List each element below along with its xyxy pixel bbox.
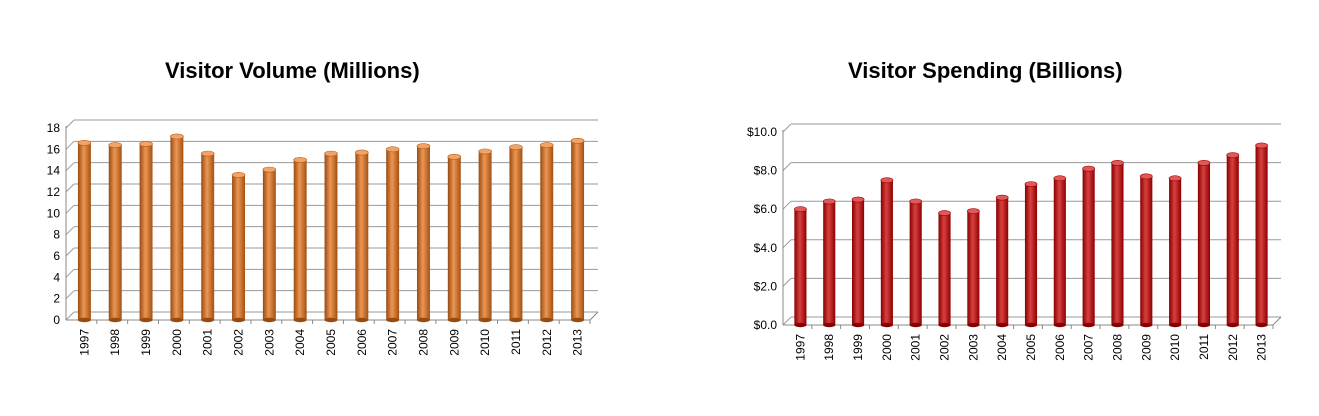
bar-2000: [170, 133, 184, 323]
visitor-spending-plot: $0.0 $2.0 $4.0 $6.0 $8.0 $10.0 1997 1998 1999 200…: [747, 123, 1282, 361]
bar-2000: [880, 177, 894, 328]
y-tick-label: 12: [47, 185, 61, 199]
bar-2009: [447, 153, 462, 323]
x-tick-label: 1998: [822, 334, 836, 361]
bar-2005: [1024, 181, 1038, 328]
visitor-volume-chart: Visitor Volume (Millions) 0 2 4 6 8 10 12 14 16 1…: [0, 0, 640, 416]
y-tick-label: $0.0: [754, 318, 778, 332]
x-tick-label: 2012: [1226, 334, 1240, 361]
y-tick-label: 4: [53, 270, 60, 284]
bar-2011: [509, 144, 523, 323]
y-tick-label: $8.0: [754, 164, 778, 178]
x-tick-label: 2001: [201, 329, 215, 356]
bar-2007: [1082, 165, 1095, 328]
x-tick-label: 2006: [355, 329, 369, 356]
bar-1998: [108, 142, 123, 323]
bar-2004: [995, 194, 1009, 328]
x-tick-label: 2013: [1255, 334, 1269, 361]
x-tick-label: 2011: [1197, 334, 1211, 360]
x-tick-label: 2000: [170, 329, 184, 356]
chart-title-volume: Visitor Volume (Millions): [165, 58, 420, 83]
y-tick-label: 18: [47, 121, 61, 135]
x-tick-label: 2001: [909, 334, 923, 361]
y-tick-label: 16: [47, 142, 61, 156]
y-tick-label: 14: [47, 164, 61, 178]
x-tick-label: 2007: [1082, 334, 1096, 361]
bar-1998: [822, 198, 836, 328]
bar-2001: [200, 150, 215, 323]
x-tick-label: 2004: [293, 329, 307, 356]
x-tick-label: 1999: [139, 329, 153, 356]
x-tick-label: 2007: [386, 329, 400, 356]
chart-title-spending: Visitor Spending (Billions): [848, 58, 1123, 83]
bar-2002: [938, 210, 951, 328]
x-tick-label: 2005: [1024, 334, 1038, 361]
bar-2002: [231, 172, 246, 323]
x-tick-label: 2010: [1168, 334, 1182, 361]
x-tick-label: 2011: [509, 329, 523, 355]
floor-edge: [1272, 316, 1282, 326]
bar-2004: [293, 157, 307, 323]
x-tick-label: 2008: [416, 329, 430, 356]
gridline: [65, 140, 598, 150]
bar-2013: [570, 137, 585, 323]
x-tick-label: 2005: [324, 329, 338, 356]
y-tick-label: $4.0: [754, 241, 778, 255]
x-tick-label: 2003: [966, 334, 980, 361]
bar-2006: [1053, 175, 1067, 328]
y-tick-label: $6.0: [754, 202, 778, 216]
bar-2003: [966, 208, 980, 328]
bar-1997: [77, 140, 92, 323]
bar-2012: [1226, 152, 1240, 328]
x-tick-label: 2009: [1139, 334, 1153, 361]
x-tick-label: 2003: [262, 329, 276, 356]
visitor-volume-plot: 0 2 4 6 8 10 12 14 16 18 1997 1998 1999 2000 2001 2002 2…: [47, 119, 599, 356]
bar-2005: [324, 150, 338, 323]
x-tick-label: 2009: [447, 329, 461, 356]
x-tick-label: 1999: [851, 334, 865, 361]
bar-2012: [539, 142, 554, 323]
bar-2008: [1111, 159, 1124, 328]
x-tick-label: 2013: [571, 329, 585, 356]
bar-2013: [1255, 142, 1268, 328]
x-tick-label: 1998: [108, 329, 122, 356]
bar-2006: [355, 149, 369, 323]
x-tick-label: 2010: [478, 329, 492, 356]
x-tick-label: 2012: [540, 329, 554, 356]
bar-2007: [385, 146, 400, 323]
x-tick-label: 2002: [938, 334, 952, 361]
x-tick-label: 2000: [880, 334, 894, 361]
y-tick-label: 2: [53, 292, 60, 306]
x-tick-label: 2008: [1110, 334, 1124, 361]
x-tick-label: 1997: [793, 334, 807, 361]
y-tick-label: 10: [47, 206, 61, 220]
y-tick-label: $10.0: [747, 125, 777, 139]
bar-1997: [794, 206, 807, 328]
bar-2011: [1197, 159, 1211, 328]
x-tick-label: 2006: [1053, 334, 1067, 361]
floor-edge: [589, 311, 599, 321]
y-tick-label: 6: [53, 249, 60, 263]
y-tick-label: $2.0: [754, 279, 778, 293]
bar-1999: [139, 141, 153, 323]
y-tick-label: 0: [53, 313, 60, 327]
gridline: [65, 119, 598, 129]
x-tick-label: 2004: [995, 334, 1009, 361]
bar-1999: [851, 196, 865, 328]
bar-2008: [416, 143, 431, 323]
x-tick-label: 1997: [77, 329, 91, 356]
bar-2003: [262, 166, 277, 323]
bar-2010: [1168, 175, 1182, 328]
y-tick-label: 8: [53, 228, 60, 242]
bar-2001: [909, 198, 923, 328]
bar-2009: [1139, 173, 1153, 328]
bar-2010: [478, 148, 492, 323]
visitor-spending-chart: Visitor Spending (Billions) $0.0 $2.0 $4.0…: [680, 0, 1319, 416]
gridline: [782, 123, 1281, 133]
x-tick-label: 2002: [232, 329, 246, 356]
